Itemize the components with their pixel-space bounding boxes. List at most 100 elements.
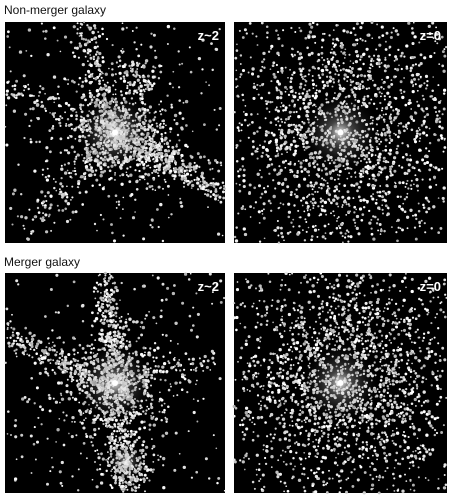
particle	[81, 23, 83, 25]
particle	[138, 170, 140, 172]
particle	[90, 64, 93, 67]
core	[338, 130, 344, 136]
particle	[153, 468, 155, 470]
particle	[346, 203, 348, 205]
particle	[380, 233, 382, 235]
particle	[44, 37, 47, 40]
particle	[51, 127, 54, 130]
particle	[297, 170, 299, 172]
particle	[171, 158, 174, 161]
particle	[85, 74, 87, 76]
particle	[407, 169, 410, 172]
particle	[340, 223, 343, 226]
particle	[85, 43, 87, 45]
particle	[193, 398, 195, 400]
particle	[167, 145, 170, 148]
particle	[421, 109, 423, 111]
particle	[30, 377, 33, 380]
particle	[258, 210, 261, 213]
particle	[341, 196, 344, 199]
particle	[425, 115, 427, 117]
particle	[423, 56, 426, 59]
particle	[314, 97, 317, 100]
particle	[318, 187, 320, 189]
particle	[154, 116, 156, 118]
particle	[412, 90, 415, 93]
particle	[435, 111, 437, 113]
particle	[381, 116, 383, 118]
particle	[248, 72, 250, 74]
particle	[407, 22, 410, 25]
particle	[258, 94, 260, 96]
particle	[294, 193, 296, 195]
particle	[196, 182, 199, 185]
particle	[119, 482, 121, 484]
particle	[73, 281, 76, 284]
particle	[321, 169, 323, 171]
particle	[356, 190, 359, 193]
particle	[111, 62, 114, 65]
particle	[210, 191, 212, 193]
particle	[308, 89, 310, 91]
particle	[321, 205, 323, 207]
particle	[156, 208, 159, 211]
particle	[359, 199, 362, 202]
particle	[73, 151, 75, 153]
particle	[49, 150, 52, 153]
particle	[97, 456, 100, 459]
particle	[160, 456, 162, 458]
particle	[390, 139, 393, 142]
particle	[143, 426, 146, 429]
particle	[202, 398, 204, 400]
particle	[48, 394, 51, 397]
particle	[118, 437, 120, 439]
particle	[321, 46, 323, 48]
particle	[384, 69, 387, 72]
particle	[361, 80, 364, 83]
particle	[83, 21, 85, 23]
particle	[321, 177, 323, 179]
particle	[333, 29, 335, 31]
particle	[244, 28, 247, 31]
particle	[127, 313, 129, 315]
particle	[259, 169, 261, 171]
particle	[53, 398, 55, 400]
particle	[425, 211, 428, 214]
particle	[92, 437, 94, 439]
particle	[323, 84, 326, 87]
particle	[298, 93, 300, 95]
particle	[397, 136, 400, 139]
particle	[275, 141, 278, 144]
particle	[365, 40, 367, 42]
particle	[390, 83, 393, 86]
particle	[333, 46, 335, 48]
particle	[112, 319, 115, 322]
particle	[405, 44, 408, 47]
particle	[34, 402, 36, 404]
particle	[84, 99, 87, 102]
particle	[302, 67, 305, 70]
particle	[136, 27, 138, 29]
particle	[291, 53, 293, 55]
particle	[173, 151, 176, 154]
particle	[426, 113, 429, 116]
particle	[364, 96, 366, 98]
particle	[139, 75, 141, 77]
particle	[419, 140, 421, 142]
particle	[67, 202, 70, 205]
particle	[164, 169, 167, 172]
particle	[157, 276, 160, 279]
particle	[412, 119, 415, 122]
particle	[164, 403, 166, 405]
particle	[181, 177, 184, 180]
particle	[87, 70, 90, 73]
particle	[61, 196, 64, 199]
particle	[177, 343, 179, 345]
particle	[42, 174, 44, 176]
particle	[93, 320, 96, 323]
particle	[5, 362, 7, 364]
particle	[299, 62, 302, 65]
particle	[183, 102, 185, 104]
particle	[292, 89, 294, 91]
particle	[136, 91, 138, 93]
